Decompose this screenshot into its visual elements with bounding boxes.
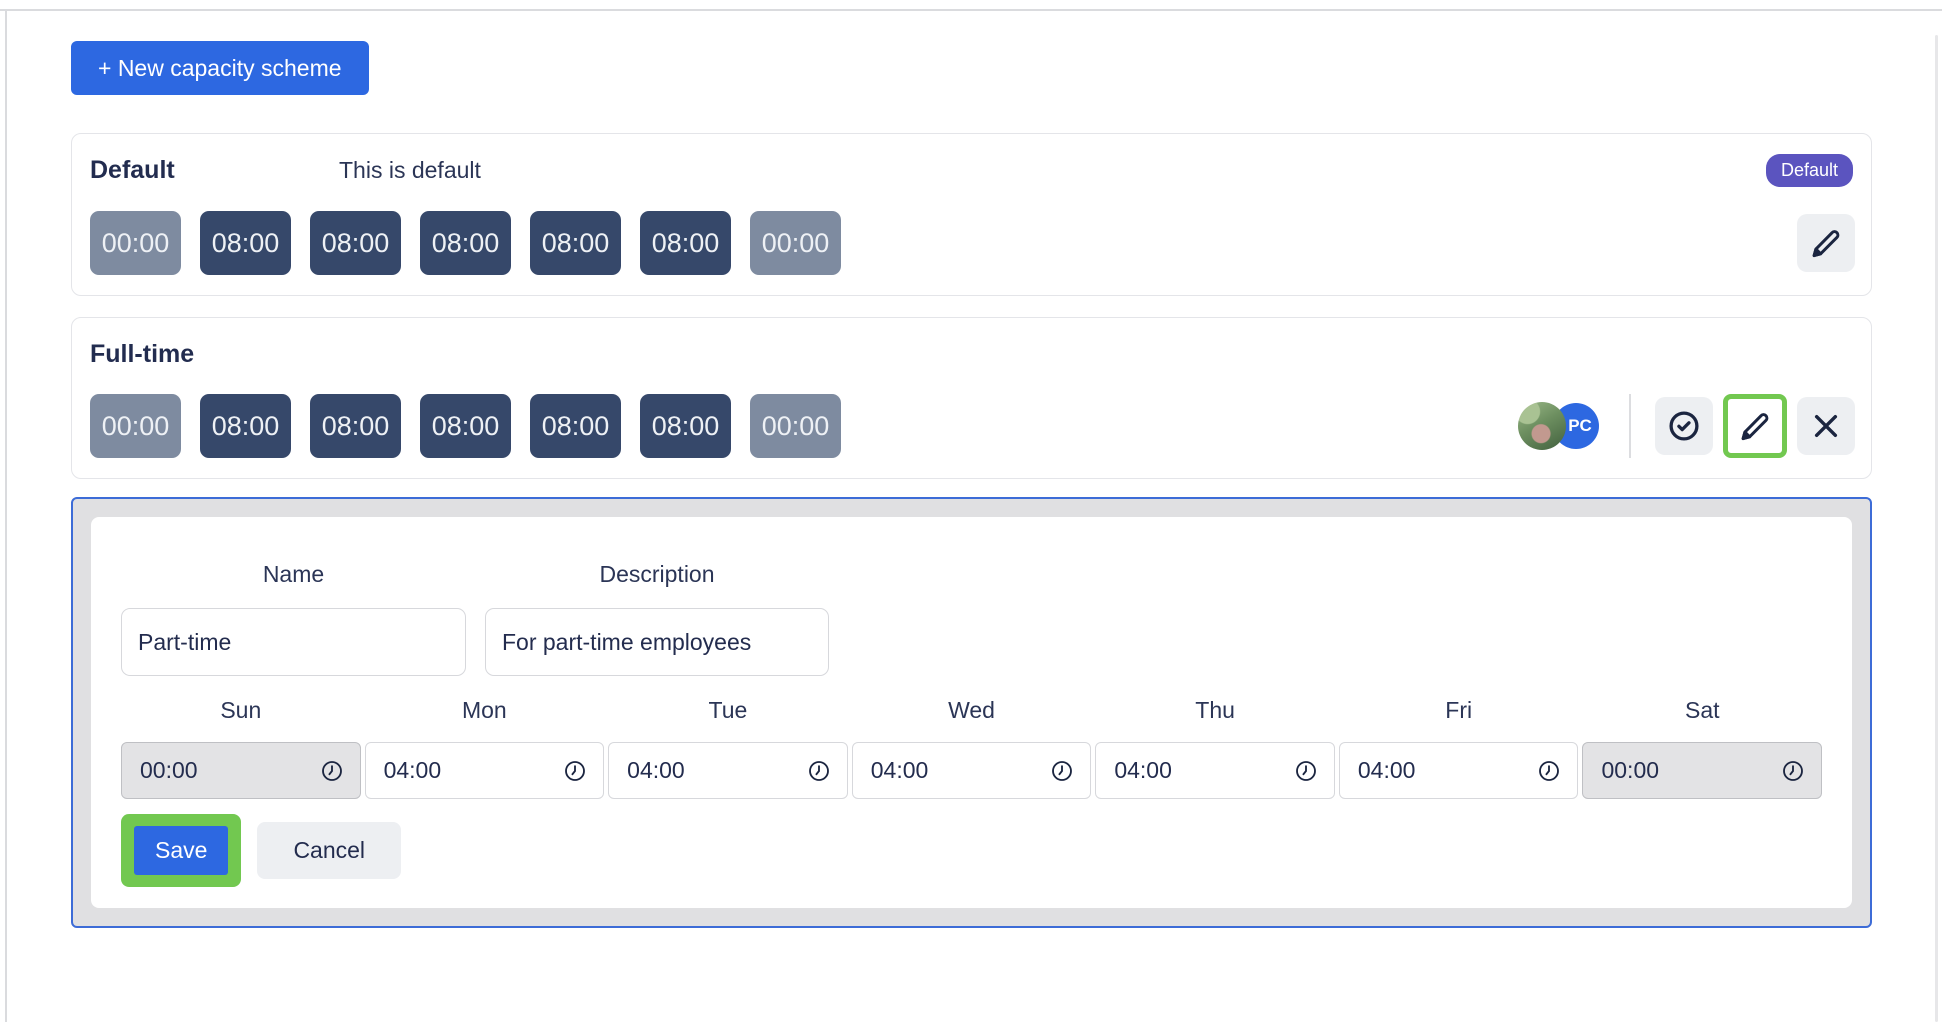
time-chip-sat: 00:00 [750,211,841,275]
time-field-wed[interactable]: 04:00 [851,742,1092,799]
time-value: 04:00 [1114,757,1172,783]
delete-scheme-button[interactable] [1797,397,1855,455]
time-value: 00:00 [1601,757,1660,783]
time-chip-thu: 08:00 [530,394,621,458]
scheme-card-default: Default This is default Default 00:00 08… [71,133,1872,296]
time-chip-sat: 00:00 [750,394,841,458]
day-column-mon: Mon 04:00 [364,697,605,799]
check-circle-icon [1666,408,1702,444]
panel-left-border [5,9,7,1022]
day-label: Sat [1684,697,1720,723]
description-label: Description [599,561,715,587]
time-chip-fri: 08:00 [640,394,731,458]
time-field-sun[interactable]: 00:00 [121,742,361,799]
weekday-time-grid: Sun 00:00 Mon 04:00 [121,697,1823,799]
day-column-thu: Thu 04:00 [1095,697,1335,799]
name-label: Name [262,561,325,587]
day-column-sat: Sat 00:00 [1582,697,1823,799]
scrollbar[interactable] [1935,35,1938,1022]
day-label: Tue [708,697,748,723]
edit-scheme-button-highlighted[interactable] [1723,394,1787,458]
time-chip-mon: 08:00 [200,211,291,275]
pencil-icon [1809,226,1843,260]
scheme-description: This is default [339,157,481,183]
close-icon [1810,410,1842,442]
time-field-mon[interactable]: 04:00 [364,742,605,799]
approve-scheme-button[interactable] [1655,397,1713,455]
scheme-name: Default [90,156,175,184]
day-label: Sun [220,697,262,723]
day-column-wed: Wed 04:00 [851,697,1092,799]
edit-scheme-button[interactable] [1797,214,1855,272]
clock-icon [806,758,832,784]
time-chip-mon: 08:00 [200,394,291,458]
user-photo-avatar[interactable] [1518,402,1566,450]
time-chip-wed: 08:00 [420,394,511,458]
day-label: Mon [461,697,507,723]
time-chip-fri: 08:00 [640,211,731,275]
time-value: 04:00 [627,757,685,783]
save-button[interactable]: Save [134,826,229,875]
time-chip-sun: 00:00 [90,394,181,458]
scheme-name: Full-time [90,339,195,368]
clock-icon [562,758,588,784]
time-field-tue[interactable]: 04:00 [608,742,848,799]
panel-top-border [0,9,1942,11]
pencil-icon [1738,409,1772,443]
time-chip-wed: 08:00 [420,211,511,275]
clock-icon [319,758,345,784]
day-column-sun: Sun 00:00 [121,697,361,799]
time-field-sat[interactable]: 00:00 [1582,742,1823,799]
time-chip-tue: 08:00 [310,394,401,458]
day-label: Wed [948,697,995,723]
day-column-fri: Fri 04:00 [1338,697,1579,799]
clock-icon [1536,758,1562,784]
save-button-highlight: Save [121,814,242,887]
clock-icon [1780,758,1806,784]
day-label: Thu [1195,697,1235,723]
clock-icon [1049,758,1075,784]
scheme-editor-card: Name Description Sun 00:00 [71,497,1872,928]
time-field-fri[interactable]: 04:00 [1338,742,1579,799]
assigned-users: PC [1518,402,1599,450]
default-badge: Default [1765,154,1853,187]
time-chip-sun: 00:00 [90,211,181,275]
time-field-thu[interactable]: 04:00 [1095,742,1335,799]
new-capacity-scheme-button[interactable]: + New capacity scheme [71,41,369,95]
time-value: 04:00 [1357,757,1416,783]
time-chip-thu: 08:00 [530,211,621,275]
capacity-schemes-panel: + New capacity scheme Default This is de… [71,41,1872,928]
scheme-card-fulltime: Full-time 00:00 08:00 08:00 08:00 08:00 … [71,317,1872,479]
day-label: Fri [1445,697,1473,723]
time-value: 04:00 [870,757,929,783]
time-value: 04:00 [383,757,442,783]
clock-icon [1293,758,1319,784]
name-field[interactable] [121,608,466,676]
time-value: 00:00 [140,757,198,783]
description-field[interactable] [485,608,829,676]
day-column-tue: Tue 04:00 [608,697,848,799]
cancel-button[interactable]: Cancel [257,822,402,879]
time-chip-tue: 08:00 [310,211,401,275]
divider [1629,394,1631,458]
